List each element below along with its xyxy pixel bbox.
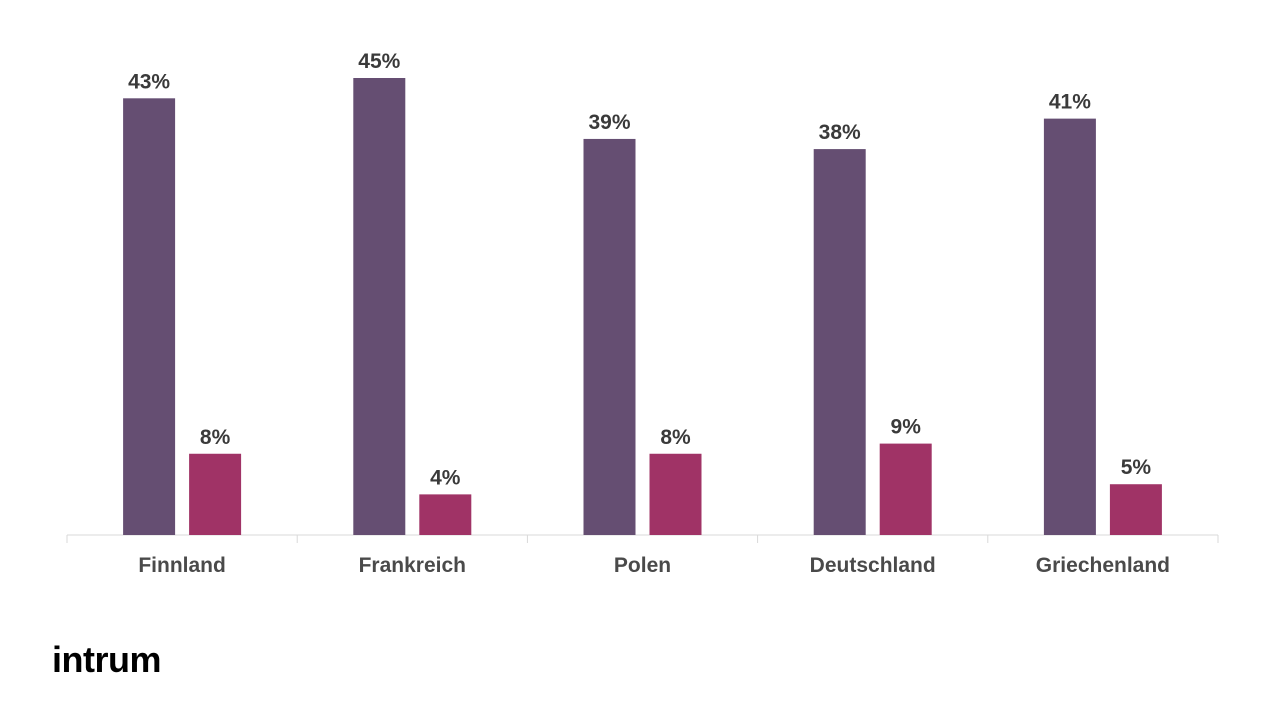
bar-series-2	[189, 453, 242, 535]
bar-series-1	[583, 138, 636, 535]
bar-series-1	[123, 98, 176, 536]
bar-chart: 43% 8% Finnland 45% 4% Frankreich 39% 8% Polen 38…	[66, 50, 1219, 577]
data-label: 9%	[891, 416, 922, 439]
intrum-logo: intrum	[52, 639, 162, 680]
category-label: Finnland	[138, 554, 226, 577]
data-label: 45%	[358, 50, 400, 73]
bar-series-2	[649, 453, 702, 535]
bar-series-2	[879, 443, 932, 535]
data-label: 8%	[660, 426, 691, 449]
data-label: 5%	[1121, 456, 1152, 479]
category-label: Polen	[614, 554, 671, 577]
data-label: 4%	[430, 466, 461, 489]
bar-series-1	[1043, 118, 1096, 535]
bar-series-2	[419, 494, 472, 535]
category-label: Griechenland	[1036, 554, 1170, 577]
category-label: Frankreich	[359, 554, 466, 577]
data-label: 38%	[819, 121, 861, 144]
category-label: Deutschland	[810, 554, 936, 577]
data-label: 41%	[1049, 91, 1091, 114]
bar-series-1	[353, 78, 406, 535]
data-label: 8%	[200, 426, 231, 449]
data-label: 39%	[588, 111, 630, 134]
data-label: 43%	[128, 70, 170, 93]
bar-series-2	[1109, 484, 1162, 535]
bar-series-1	[813, 149, 866, 536]
